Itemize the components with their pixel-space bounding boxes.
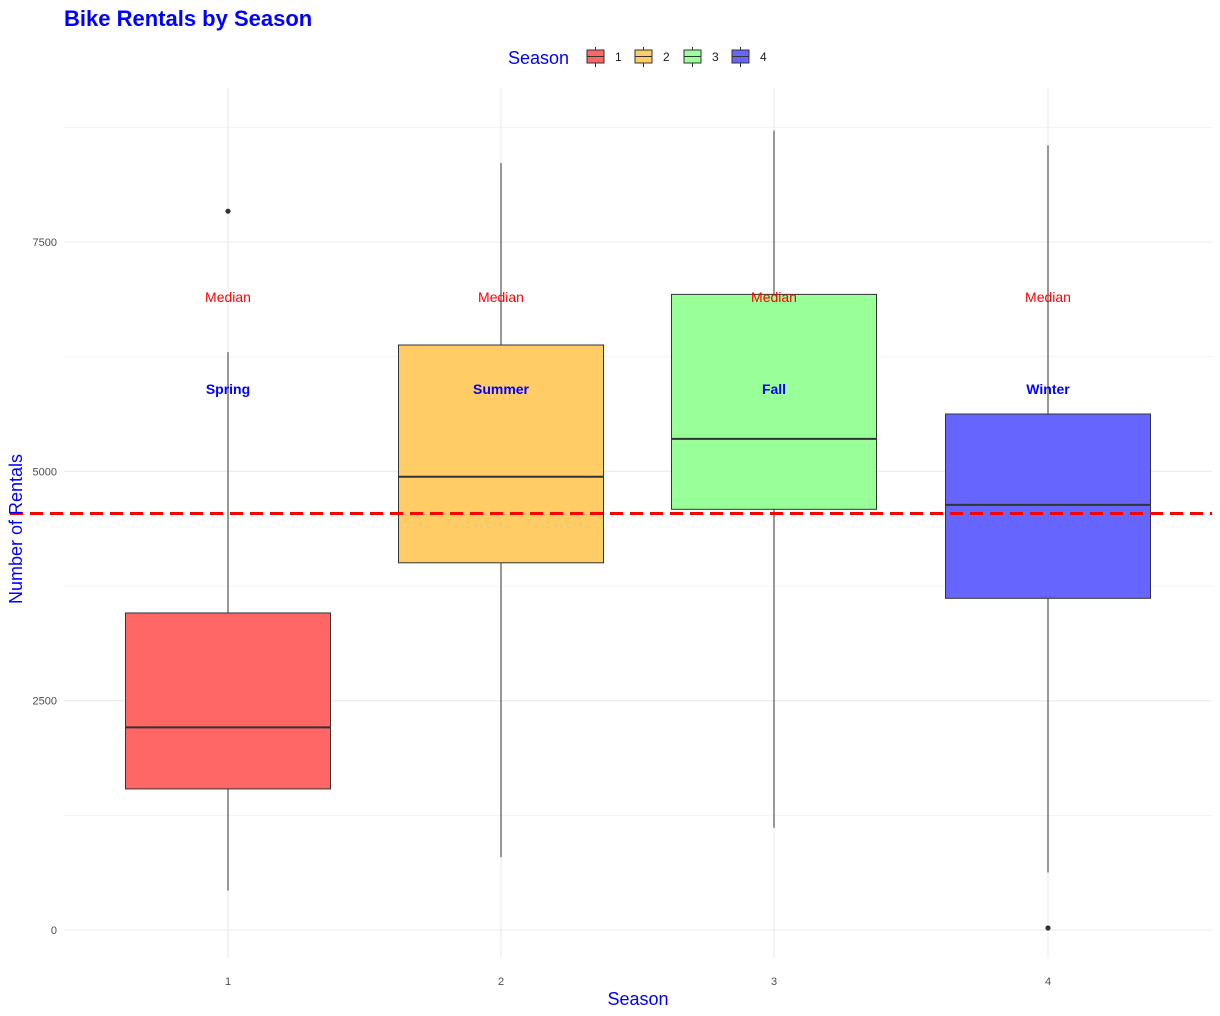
box-body <box>125 612 331 790</box>
legend-item-2: 2 <box>634 47 670 67</box>
box-season-2 <box>398 162 604 858</box>
box-season-1 <box>125 208 331 891</box>
x-axis-ticks: 1 2 3 4 <box>225 976 1051 988</box>
legend-label: 2 <box>663 50 670 64</box>
season-name-annotation: Winter <box>1026 381 1070 397</box>
x-tick-label: 4 <box>1045 976 1051 988</box>
boxplot-series <box>125 130 1151 931</box>
y-tick-label: 2500 <box>33 696 57 708</box>
legend-label: 4 <box>760 50 767 64</box>
median-annotation: Median <box>751 289 797 305</box>
y-axis-title: Number of Rentals <box>6 454 26 604</box>
median-annotation: Median <box>478 289 524 305</box>
y-tick-label: 5000 <box>33 466 57 478</box>
season-name-annotation: Fall <box>762 381 786 397</box>
outlier-point <box>225 208 231 214</box>
x-tick-label: 2 <box>498 976 504 988</box>
legend-item-1: 1 <box>586 47 622 67</box>
season-name-annotation: Summer <box>473 381 530 397</box>
outlier-point <box>1045 925 1051 931</box>
box-body <box>398 344 604 564</box>
y-axis-ticks: 0 2500 5000 7500 <box>33 237 57 937</box>
box-season-3 <box>671 130 877 828</box>
median-annotation: Median <box>1025 289 1071 305</box>
annotations: Median Spring Median Summer Median Fall Median… <box>205 289 1071 397</box>
y-tick-label: 0 <box>51 925 57 937</box>
x-tick-label: 1 <box>225 976 231 988</box>
x-tick-label: 3 <box>771 976 777 988</box>
legend-item-4: 4 <box>731 47 767 67</box>
legend-label: 3 <box>712 50 719 64</box>
box-body <box>945 413 1151 599</box>
chart-title: Bike Rentals by Season <box>64 6 312 31</box>
legend-items: 1 2 3 4 <box>586 47 767 67</box>
y-tick-label: 7500 <box>33 237 57 249</box>
legend: Season 1 2 3 4 <box>508 47 767 68</box>
median-annotation: Median <box>205 289 251 305</box>
legend-label: 1 <box>615 50 622 64</box>
x-axis-title: Season <box>607 989 668 1009</box>
box-body <box>671 293 877 510</box>
legend-item-3: 3 <box>683 47 719 67</box>
box-season-4 <box>945 145 1151 931</box>
legend-title: Season <box>508 48 569 68</box>
season-name-annotation: Spring <box>206 381 250 397</box>
